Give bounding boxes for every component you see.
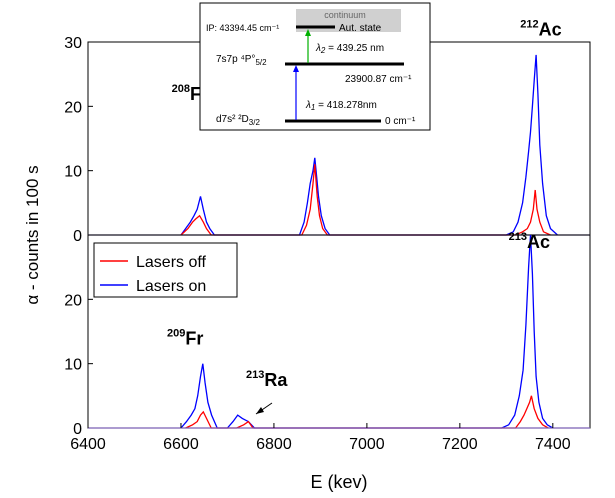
- ground-energy-label: 0 cm⁻¹: [385, 116, 416, 127]
- x-axis-label: E (kev): [310, 472, 367, 492]
- lambda1-index: 1: [311, 103, 315, 112]
- y-axis-label: α - counts in 100 s: [23, 165, 42, 304]
- x-tick-label: 7200: [442, 436, 478, 453]
- top-y-ticks: 0 10 20 30: [64, 35, 93, 245]
- mid-energy-label: 23900.87 cm⁻¹: [345, 74, 412, 85]
- lambda2-value: = 439.25 nm: [325, 43, 384, 54]
- y-tick-label: 30: [64, 35, 82, 52]
- x-tick-label: 6800: [256, 436, 292, 453]
- legend-label-lasers-off: Lasers off: [136, 254, 207, 271]
- y-tick-label: 20: [64, 292, 82, 309]
- lambda2-index: 2: [320, 46, 326, 55]
- aut-state-label: Aut. state: [339, 23, 382, 34]
- mid-level-label: 7s7p ⁴P°5/2: [216, 54, 267, 67]
- peak-label-209fr: 209Fr: [167, 327, 203, 348]
- legend: Lasers off Lasers on: [93, 242, 238, 298]
- x-tick-label: 6600: [163, 436, 199, 453]
- y-tick-label: 0: [73, 228, 82, 245]
- ground-level-config: d7s² ²D: [216, 114, 249, 125]
- peak-mass-number: 208: [172, 83, 190, 95]
- continuum-label: continuum: [324, 10, 366, 20]
- peak-element-symbol: Fr: [185, 328, 203, 348]
- peak-element-symbol: Ac: [539, 20, 562, 40]
- x-tick-label: 7000: [349, 436, 385, 453]
- peak-label-212ac: 212Ac: [520, 19, 561, 40]
- peak-label-213ac: 213Ac: [509, 231, 550, 252]
- series-line-red: [180, 164, 551, 236]
- y-tick-label: 20: [64, 99, 82, 116]
- lambda2-symbol: λ: [315, 43, 321, 54]
- peak-label-213ra: 213Ra: [246, 369, 288, 390]
- lambda1-value: = 418.278nm: [315, 100, 376, 111]
- legend-label-lasers-on: Lasers on: [136, 278, 206, 295]
- peak-mass-number: 209: [167, 327, 185, 339]
- lambda1-label: λ1 = 418.278nm: [305, 100, 377, 112]
- ra-pointer-arrowhead: [256, 407, 264, 414]
- peak-element-symbol: Ra: [264, 370, 288, 390]
- ground-level-subscript: 3/2: [249, 118, 261, 127]
- ground-level-label: d7s² ²D3/2: [216, 114, 260, 127]
- peak-mass-number: 212: [520, 19, 538, 31]
- lambda2-label: λ2 = 439.25 nm: [315, 43, 384, 55]
- ip-label: IP: 43394.45 cm⁻¹: [206, 23, 279, 33]
- x-tick-label: 7400: [535, 436, 571, 453]
- x-tick-label: 6400: [70, 436, 106, 453]
- top-series-group: [180, 54, 558, 236]
- peak-element-symbol: Ac: [527, 232, 550, 252]
- lambda2-arrowhead: [305, 29, 311, 36]
- lambda1-arrowhead: [293, 65, 299, 72]
- y-tick-label: 0: [73, 421, 82, 438]
- y-tick-label: 10: [64, 164, 82, 181]
- x-axis-ticks: 6400 6600 6800 7000 7200 7400: [70, 423, 571, 453]
- series-line-blue: [180, 54, 558, 236]
- lambda1-symbol: λ: [305, 100, 311, 111]
- bottom-y-ticks: 0 10 20: [64, 292, 93, 438]
- legend-box: [93, 242, 238, 298]
- mid-level-subscript: 5/2: [255, 58, 267, 67]
- peak-mass-number: 213: [509, 231, 527, 243]
- y-tick-label: 10: [64, 357, 82, 374]
- mid-level-config: 7s7p ⁴P°: [216, 54, 255, 65]
- peak-mass-number: 213: [246, 369, 264, 381]
- energy-level-inset: continuum Aut. state IP: 43394.45 cm⁻¹ 7…: [199, 2, 431, 131]
